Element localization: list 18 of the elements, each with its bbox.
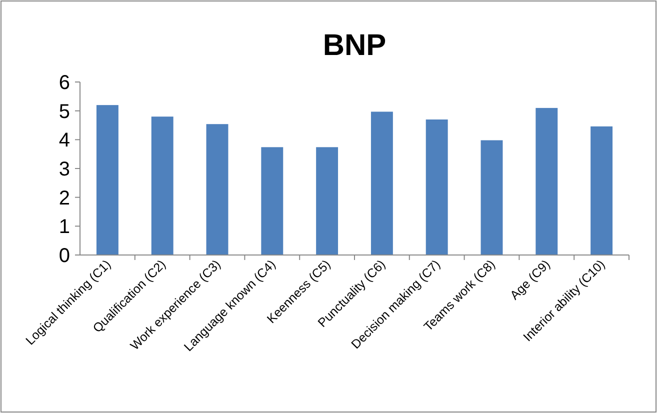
bar [426, 119, 448, 255]
bar [206, 124, 228, 255]
bar [536, 108, 558, 255]
bar [96, 105, 118, 255]
y-tick-label: 2 [58, 187, 70, 210]
y-tick-label: 0 [58, 245, 70, 267]
chart-title: BNP [322, 29, 386, 62]
y-tick-label: 6 [58, 72, 70, 94]
bar [370, 112, 393, 255]
y-tick-label: 3 [58, 158, 70, 180]
bar [261, 147, 284, 255]
bar [316, 147, 338, 255]
y-tick-label: 5 [58, 100, 70, 123]
bar [151, 116, 174, 255]
y-tick-label: 4 [58, 130, 70, 152]
y-tick-label: 1 [58, 216, 70, 238]
bar [480, 140, 503, 255]
bar [590, 126, 613, 255]
